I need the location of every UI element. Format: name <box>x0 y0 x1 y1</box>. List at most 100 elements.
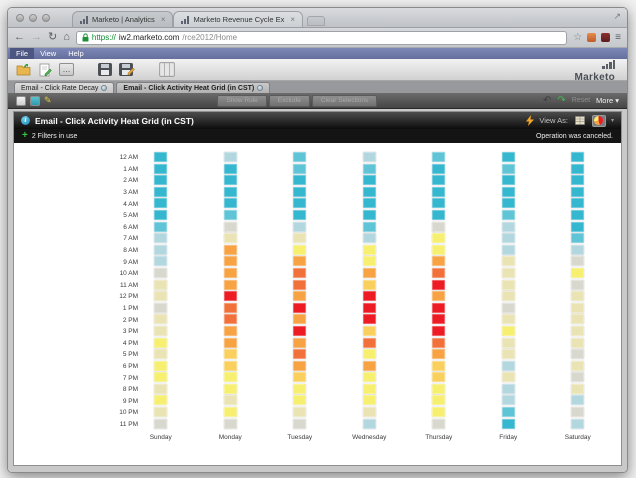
heat-cell[interactable] <box>571 221 585 232</box>
heat-cell[interactable] <box>432 349 446 360</box>
heat-cell[interactable] <box>154 291 168 302</box>
add-filter-icon[interactable]: + <box>22 130 28 141</box>
clear-selections-button[interactable]: Clear Selections <box>311 94 378 107</box>
undo-icon[interactable]: ↶ <box>542 94 552 106</box>
heat-cell[interactable] <box>293 360 307 371</box>
heat-cell[interactable] <box>362 256 376 267</box>
heat-cell[interactable] <box>154 360 168 371</box>
report-tab-heat-grid[interactable]: Email - Click Activity Heat Grid (in CST… <box>116 82 271 93</box>
heat-cell[interactable] <box>223 256 237 267</box>
grid-view-icon[interactable] <box>16 95 26 106</box>
heat-cell[interactable] <box>432 198 446 209</box>
heat-cell[interactable] <box>223 325 237 336</box>
heat-cell[interactable] <box>293 233 307 244</box>
heat-cell[interactable] <box>293 337 307 348</box>
heat-cell[interactable] <box>154 337 168 348</box>
heat-cell[interactable] <box>293 407 307 418</box>
heat-cell[interactable] <box>571 372 585 383</box>
heat-cell[interactable] <box>362 267 376 278</box>
home-button[interactable]: ⌂ <box>63 31 70 43</box>
heat-cell[interactable] <box>154 372 168 383</box>
heat-cell[interactable] <box>432 209 446 220</box>
heat-cell[interactable] <box>571 279 585 290</box>
heat-cell[interactable] <box>571 233 585 244</box>
info-icon[interactable]: i <box>21 116 30 125</box>
heat-cell[interactable] <box>362 360 376 371</box>
heat-cell[interactable] <box>571 152 585 162</box>
heat-cell[interactable] <box>293 152 307 162</box>
heat-cell[interactable] <box>501 186 515 197</box>
heat-cell[interactable] <box>432 152 446 162</box>
heat-cell[interactable] <box>223 209 237 220</box>
back-button[interactable]: ← <box>14 31 25 43</box>
reload-button[interactable]: ↻ <box>48 31 58 43</box>
heat-cell[interactable] <box>223 175 237 186</box>
heat-cell[interactable] <box>501 267 515 278</box>
heat-cell[interactable] <box>501 407 515 418</box>
view-as-caret-icon[interactable]: ▾ <box>610 118 614 124</box>
heat-cell[interactable] <box>362 163 376 174</box>
view-as-chart-button[interactable] <box>591 114 606 127</box>
heat-cell[interactable] <box>223 302 237 313</box>
heat-cell[interactable] <box>223 395 237 406</box>
heat-cell[interactable] <box>501 372 515 383</box>
heat-cell[interactable] <box>293 349 307 360</box>
heat-cell[interactable] <box>293 302 307 313</box>
heat-cell[interactable] <box>362 325 376 336</box>
heat-cell[interactable] <box>362 233 376 244</box>
heat-cell[interactable] <box>571 383 585 394</box>
heat-cell[interactable] <box>223 314 237 325</box>
heat-cell[interactable] <box>362 418 376 429</box>
open-folder-icon[interactable] <box>16 62 32 78</box>
heat-cell[interactable] <box>154 349 168 360</box>
bookmark-star-icon[interactable]: ☆ <box>573 32 583 43</box>
heat-cell[interactable] <box>223 337 237 348</box>
heat-cell[interactable] <box>432 407 446 418</box>
heat-cell[interactable] <box>432 372 446 383</box>
heat-cell[interactable] <box>501 152 515 162</box>
heat-cell[interactable] <box>293 175 307 186</box>
heat-cell[interactable] <box>223 221 237 232</box>
heat-cell[interactable] <box>293 418 307 429</box>
heat-cell[interactable] <box>432 279 446 290</box>
filters-in-use-label[interactable]: 2 Filters in use <box>31 132 78 140</box>
heat-cell[interactable] <box>293 221 307 232</box>
heat-cell[interactable] <box>571 198 585 209</box>
heat-cell[interactable] <box>571 256 585 267</box>
heat-cell[interactable] <box>571 325 585 336</box>
heat-cell[interactable] <box>362 198 376 209</box>
heat-cell[interactable] <box>362 349 376 360</box>
heat-cell[interactable] <box>501 198 515 209</box>
heat-cell[interactable] <box>362 302 376 313</box>
heat-cell[interactable] <box>571 395 585 406</box>
heat-cell[interactable] <box>362 175 376 186</box>
heat-cell[interactable] <box>432 302 446 313</box>
heat-cell[interactable] <box>432 186 446 197</box>
heat-cell[interactable] <box>154 209 168 220</box>
save-as-icon[interactable] <box>119 62 135 78</box>
heat-cell[interactable] <box>432 337 446 348</box>
heat-cell[interactable] <box>571 302 585 313</box>
heat-cell[interactable] <box>154 279 168 290</box>
heat-cell[interactable] <box>223 244 237 255</box>
heat-cell[interactable] <box>501 163 515 174</box>
heat-cell[interactable] <box>293 395 307 406</box>
heat-cell[interactable] <box>432 244 446 255</box>
heat-cell[interactable] <box>293 163 307 174</box>
heat-cell[interactable] <box>362 152 376 162</box>
heat-cell[interactable] <box>571 209 585 220</box>
heat-cell[interactable] <box>362 209 376 220</box>
heat-cell[interactable] <box>293 383 307 394</box>
heat-cell[interactable] <box>362 383 376 394</box>
heat-cell[interactable] <box>571 244 585 255</box>
heat-cell[interactable] <box>432 314 446 325</box>
heat-cell[interactable] <box>362 395 376 406</box>
heat-cell[interactable] <box>501 383 515 394</box>
heat-cell[interactable] <box>571 418 585 429</box>
browser-tab-analytics[interactable]: Marketo | Analytics × <box>72 11 174 27</box>
heat-cell[interactable] <box>154 221 168 232</box>
address-bar[interactable]: https://iw2.marketo.com/rce2012/Home <box>75 30 568 45</box>
heat-cell[interactable] <box>432 383 446 394</box>
heat-cell[interactable] <box>223 418 237 429</box>
heat-cell[interactable] <box>501 302 515 313</box>
